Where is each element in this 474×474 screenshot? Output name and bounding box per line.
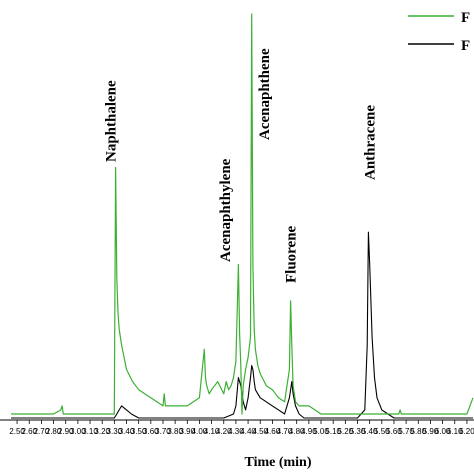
x-tick-label: 3.40 bbox=[119, 427, 135, 436]
x-tick-label: 4.20 bbox=[216, 427, 232, 436]
legend-label-series-1: F bbox=[461, 10, 470, 26]
x-tick-label: 2.80 bbox=[46, 427, 62, 436]
x-tick-label: 3.20 bbox=[94, 427, 110, 436]
x-tick-label: 5.20 bbox=[338, 427, 354, 436]
x-tick-label: 4.90 bbox=[301, 427, 317, 436]
legend: F F bbox=[408, 10, 470, 54]
x-axis-title: Time (min) bbox=[244, 455, 311, 470]
x-tick-label: 3.10 bbox=[82, 427, 98, 436]
x-tick-label: 5.70 bbox=[398, 427, 414, 436]
x-tick-label: 5.80 bbox=[411, 427, 427, 436]
x-tick-label: 5.50 bbox=[374, 427, 390, 436]
x-tick-label: 6.00 bbox=[435, 427, 451, 436]
x-tick-label: 4.60 bbox=[265, 427, 281, 436]
peak-label-acenaphthylene: Acenaphthylene bbox=[218, 158, 234, 262]
peak-label-naphthalene: Naphthalene bbox=[104, 80, 120, 162]
x-tick-label: 2.90 bbox=[58, 427, 74, 436]
x-tick-label: 4.30 bbox=[228, 427, 244, 436]
x-tick-label: 3.30 bbox=[107, 427, 123, 436]
x-tick-label: 5.30 bbox=[350, 427, 366, 436]
x-tick-label: 3.70 bbox=[155, 427, 171, 436]
x-tick-label: 2.70 bbox=[34, 427, 50, 436]
x-tick-label: 6.20 bbox=[459, 427, 474, 436]
x-tick-label: 5.40 bbox=[362, 427, 378, 436]
x-tick-label: 3.60 bbox=[143, 427, 159, 436]
x-tick-label: 5.90 bbox=[423, 427, 439, 436]
x-tick-label: 4.80 bbox=[289, 427, 305, 436]
legend-label-series-2: F bbox=[461, 38, 470, 54]
x-tick-label: 3.80 bbox=[167, 427, 183, 436]
x-tick-label: 2.60 bbox=[21, 427, 37, 436]
x-tick-label: 3.50 bbox=[131, 427, 147, 436]
x-tick-label: 3.90 bbox=[180, 427, 196, 436]
peak-label-acenaphthene: Acenaphthene bbox=[257, 48, 273, 140]
x-tick-label: 5.10 bbox=[325, 427, 341, 436]
series-line-1 bbox=[11, 13, 474, 415]
x-tick-label: 3.00 bbox=[70, 427, 86, 436]
x-tick-label: 6.10 bbox=[447, 427, 463, 436]
x-tick-label: 4.40 bbox=[240, 427, 256, 436]
series-layer bbox=[11, 13, 474, 419]
x-tick-label: 5.00 bbox=[313, 427, 329, 436]
x-tick-label: 4.00 bbox=[192, 427, 208, 436]
peak-label-anthracene: Anthracene bbox=[363, 105, 379, 180]
x-tick-label: 5.60 bbox=[386, 427, 402, 436]
x-tick-label: 4.50 bbox=[252, 427, 268, 436]
peak-label-fluorene: Fluorene bbox=[284, 225, 300, 283]
x-tick-label: 4.10 bbox=[204, 427, 220, 436]
x-tick-layer: 2.502.602.702.802.903.003.103.203.303.40… bbox=[9, 420, 474, 436]
series-line-2 bbox=[11, 231, 473, 419]
x-tick-label: 2.50 bbox=[9, 427, 25, 436]
annotation-layer: Naphthalene Acenaphthylene Acenaphthene Flu… bbox=[104, 48, 379, 283]
x-tick-label: 4.70 bbox=[277, 427, 293, 436]
